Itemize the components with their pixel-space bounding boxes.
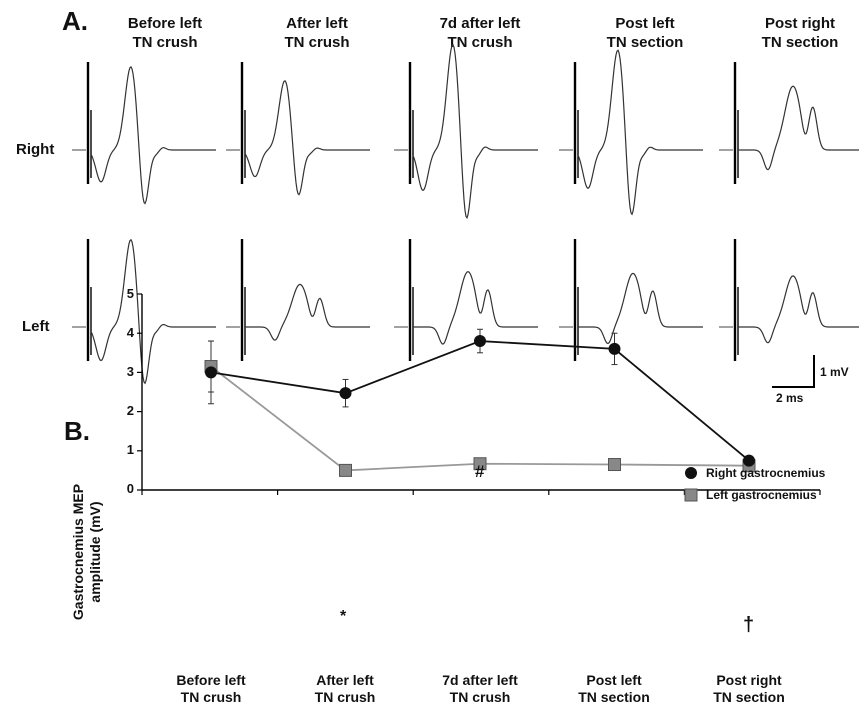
legend-label-left: Left gastrocnemius [706,488,817,502]
annotation-dagger: † [743,614,755,636]
series-line-right [210,340,750,462]
data-point-right [743,454,755,467]
column-title-before-crush: Before left TN crush [127,15,203,51]
row-label-right: Right [16,141,55,158]
left-trace [738,275,859,344]
left-trace [413,271,538,345]
legend-item-right: Right gastrocnemius [684,462,825,484]
series-line-left [210,365,750,472]
y-tick-label: 0 [126,481,134,496]
scale-bar-voltage-label: 1 mV [820,365,849,379]
left-trace [245,283,370,341]
right-trace [90,66,216,205]
right-trace [244,79,370,196]
y-tick-label: 1 [126,442,134,457]
data-point-right [339,387,352,400]
annotation-asterisk: * [340,608,347,625]
left-trace [578,272,703,345]
left-trace [90,238,216,385]
y-tick-label: 5 [126,286,134,301]
right-trace [577,49,703,216]
y-tick-label: 2 [126,403,134,418]
legend-item-left: Left gastrocnemius [684,484,825,506]
x-tick-label: After left TN crush [314,672,376,705]
x-tick-label: Post right TN section [713,672,785,705]
row-label-left: Left [22,318,50,335]
data-point-left [608,458,621,472]
x-tick-label: 7d after left TN crush [442,672,518,705]
data-point-left [473,457,487,471]
annotation-hash: # [475,462,485,481]
column-title-post-right-section: Post right TN section [761,15,839,51]
y-tick-label: 4 [126,325,134,340]
panel-a-label: A. [62,6,88,36]
x-tick-label: Before left TN crush [176,672,246,705]
x-tick-label: Post left TN section [578,672,650,705]
data-point-right [474,335,486,348]
legend-marker-square [684,488,698,502]
scale-bar-time-label: 2 ms [776,391,804,405]
data-point-left [339,463,352,477]
y-tick-label: 3 [126,364,134,379]
column-title-after-crush: After left TN crush [284,15,350,51]
data-point-right [608,342,621,355]
panel-b-label: B. [64,416,90,446]
legend: Right gastrocnemius Left gastrocnemius [684,462,825,506]
right-trace [412,43,538,220]
legend-marker-circle [685,467,697,479]
right-trace [738,85,859,171]
data-point-right [205,366,217,379]
column-title-7d-after-crush: 7d after left TN crush [439,15,521,51]
column-title-post-left-section: Post left TN section [606,15,684,51]
legend-label-right: Right gastrocnemius [706,466,826,480]
